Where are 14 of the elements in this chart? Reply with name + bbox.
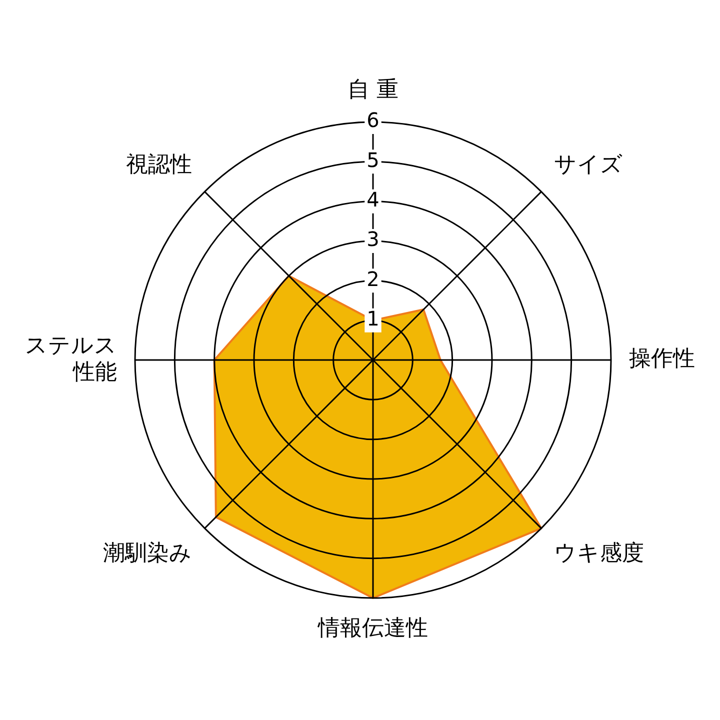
spoke-label: 自 重 bbox=[348, 78, 398, 103]
y-tick-label: 3 bbox=[366, 227, 380, 252]
spoke-label: 視認性 bbox=[126, 152, 192, 178]
spoke-label: 情報伝達性 bbox=[317, 616, 428, 641]
y-tick-label: 1 bbox=[366, 306, 380, 331]
spoke-label: ステルス性能 bbox=[25, 334, 117, 385]
spoke-label: 潮馴染み bbox=[102, 540, 192, 566]
y-tick-label: 2 bbox=[366, 266, 380, 291]
y-tick-label: 5 bbox=[366, 148, 380, 172]
spoke-label: サイズ bbox=[554, 152, 624, 178]
y-tick-label: 4 bbox=[366, 188, 380, 212]
spoke-label: ウキ感度 bbox=[554, 540, 644, 566]
spoke-label: 操作性 bbox=[629, 346, 695, 372]
y-tick-label: 6 bbox=[366, 108, 380, 132]
